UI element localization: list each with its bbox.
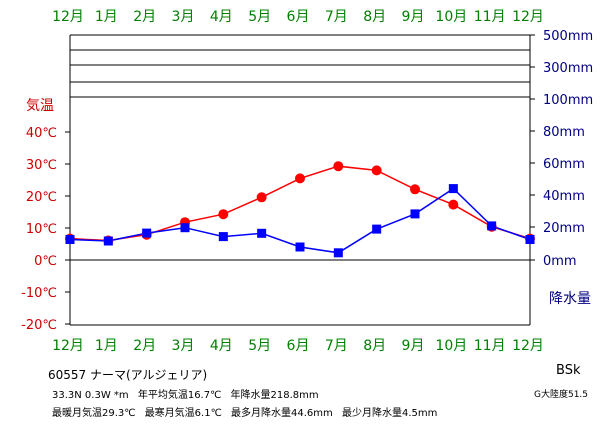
- temperature-point: [448, 199, 459, 210]
- month-label: 10月: [435, 9, 467, 25]
- wettest-month-precipitation: 最多月降水量44.6mm: [231, 408, 333, 419]
- driest-month-precipitation: 最少月降水量4.5mm: [341, 408, 438, 419]
- temperature-tick-label: -20℃: [21, 318, 57, 333]
- month-label: 12月: [512, 338, 544, 354]
- month-label: 12月: [52, 9, 84, 25]
- month-label: 2月: [133, 338, 156, 354]
- bottom-month-labels: 12月 1月 2月 3月 4月 5月 6月 7月 8月 9月 10月 11月 12月: [52, 338, 544, 354]
- precipitation-tick-label: 60mm: [543, 157, 585, 172]
- annual-mean-temperature: 年平均気温16.7℃: [137, 390, 222, 401]
- precipitation-tick-label: 40mm: [543, 189, 585, 204]
- precipitation-tick-label: 500mm: [543, 29, 593, 44]
- precipitation-point: [295, 242, 305, 252]
- warmest-month-temperature: 最暖月気温29.3℃: [52, 408, 136, 419]
- month-label: 11月: [474, 9, 506, 25]
- month-label: 11月: [474, 338, 506, 354]
- precipitation-point: [257, 228, 267, 238]
- precipitation-point: [180, 223, 190, 233]
- precipitation-point: [525, 235, 535, 244]
- precipitation-point: [410, 209, 420, 219]
- month-label: 5月: [248, 338, 271, 354]
- month-label: 8月: [363, 338, 386, 354]
- precipitation-tick-label: 300mm: [543, 61, 593, 76]
- temperature-tick-label: 30℃: [26, 158, 57, 173]
- month-label: 3月: [172, 9, 195, 25]
- temperature-point: [371, 165, 382, 176]
- station-extremes: 最暖月気温29.3℃ 最寒月気温6.1℃ 最多月降水量44.6mm 最少月降水量…: [52, 404, 437, 419]
- station-summary: 33.3N 0.3W *m 年平均気温16.7℃ 年降水量218.8mm: [52, 386, 319, 401]
- continentality-index: G大陸度51.5: [534, 390, 589, 400]
- month-label: 7月: [325, 9, 348, 25]
- month-label: 10月: [435, 338, 467, 354]
- top-month-labels: 12月 1月 2月 3月 4月 5月 6月 7月 8月 9月 10月 11月 12月: [52, 9, 544, 25]
- precipitation-tick-label: 0mm: [543, 254, 577, 269]
- chart-frame: [69, 34, 531, 326]
- precipitation-point: [65, 235, 75, 244]
- temperature-point: [256, 192, 267, 203]
- precipitation-point: [103, 236, 113, 246]
- precipitation-point: [487, 221, 497, 231]
- temperature-point: [218, 209, 229, 220]
- month-label: 9月: [402, 338, 425, 354]
- month-label: 5月: [248, 9, 271, 25]
- month-label: 9月: [402, 9, 425, 25]
- precipitation-point: [372, 224, 382, 234]
- month-label: 12月: [52, 338, 84, 354]
- month-label: 1月: [95, 338, 118, 354]
- month-label: 6月: [287, 9, 310, 25]
- annual-precipitation: 年降水量218.8mm: [230, 390, 319, 401]
- station-coordinates: 33.3N 0.3W *m: [52, 390, 129, 401]
- month-label: 2月: [133, 9, 156, 25]
- month-label: 4月: [210, 9, 233, 25]
- month-label: 8月: [363, 9, 386, 25]
- month-label: 12月: [512, 9, 544, 25]
- temperature-axis-title: 気温: [26, 98, 54, 114]
- temperature-tick-label: -10℃: [21, 286, 57, 301]
- temperature-point: [333, 161, 344, 172]
- precipitation-tick-label: 80mm: [543, 125, 585, 140]
- temperature-tick-label: 0℃: [34, 254, 57, 269]
- temperature-point: [295, 173, 305, 184]
- coldest-month-temperature: 最寒月気温6.1℃: [144, 408, 222, 419]
- climate-classification: BSk: [556, 363, 581, 378]
- series-layer: [65, 161, 535, 258]
- precipitation-axis-title: 降水量: [549, 291, 591, 307]
- temperature-tick-label: 10℃: [26, 222, 57, 237]
- month-label: 4月: [210, 338, 233, 354]
- precipitation-tick-label: 100mm: [543, 93, 593, 108]
- temperature-tick-label: 40℃: [26, 126, 57, 141]
- month-label: 3月: [172, 338, 195, 354]
- precipitation-axis-ticks: 500mm 300mm 100mm 80mm 60mm 40mm 20mm 0mm: [530, 29, 593, 269]
- temperature-tick-label: 20℃: [26, 190, 57, 205]
- precipitation-point: [142, 228, 152, 238]
- station-name: 60557 ナーマ(アルジェリア): [48, 368, 208, 382]
- temperature-point: [410, 184, 420, 195]
- month-label: 6月: [287, 338, 310, 354]
- precipitation-point: [333, 248, 343, 258]
- month-label: 7月: [325, 338, 348, 354]
- precipitation-point: [218, 232, 228, 242]
- temperature-axis-ticks: 40℃ 30℃ 20℃ 10℃ 0℃ -10℃ -20℃: [21, 126, 70, 333]
- precipitation-tick-label: 20mm: [543, 221, 585, 236]
- month-label: 1月: [95, 9, 118, 25]
- precipitation-point: [448, 184, 458, 194]
